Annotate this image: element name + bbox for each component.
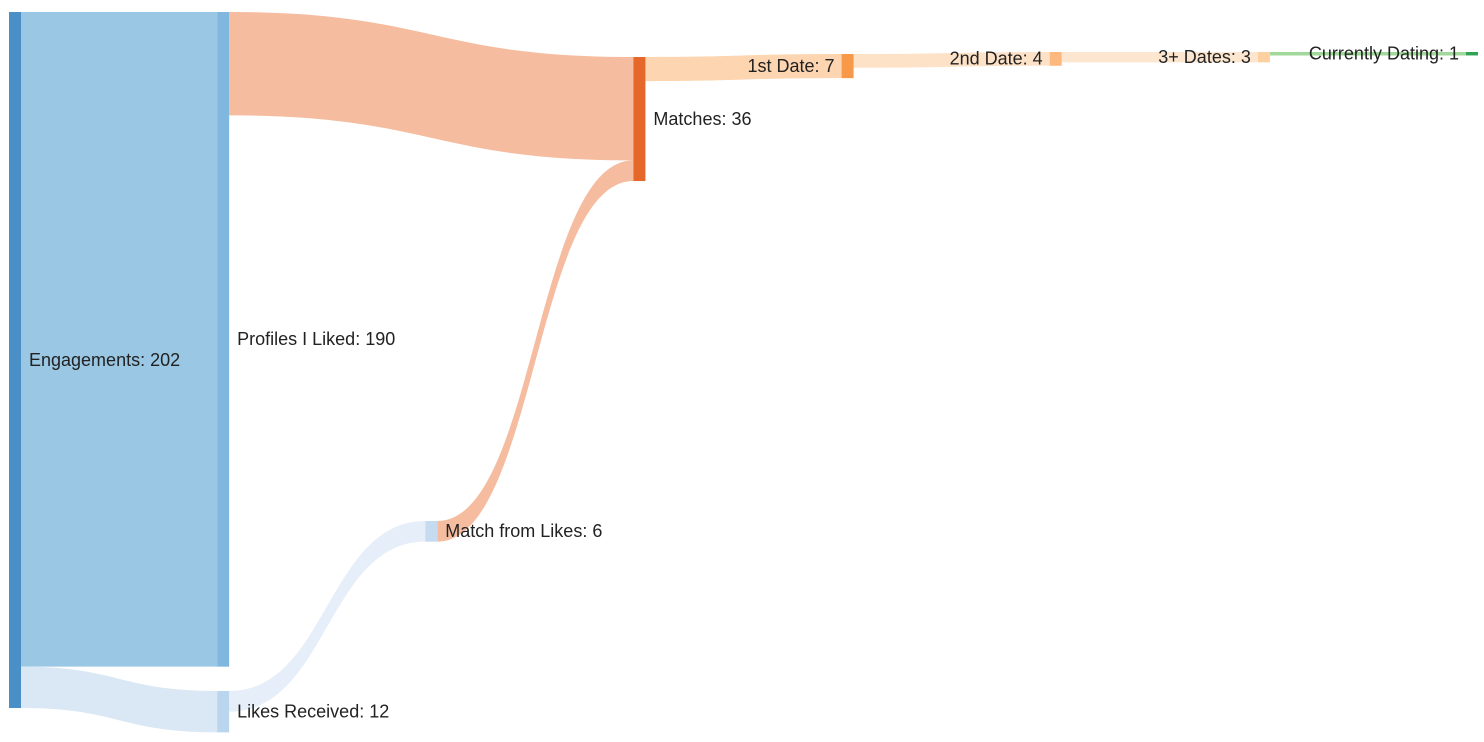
node [9,12,21,708]
node [1049,52,1062,66]
node-label: Match from Likes: 6 [445,521,602,541]
node [841,54,854,79]
node [217,691,230,733]
flow-link [229,12,634,161]
flow-link [645,54,842,82]
node-label: Engagements: 202 [29,350,180,370]
node-label: Currently Dating: 1 [1309,43,1459,63]
node-label: Profiles I Liked: 190 [237,329,395,349]
flow-link [21,666,218,733]
node-label: Likes Received: 12 [237,701,389,721]
flow-link [229,521,426,712]
node [1466,52,1478,56]
flow-link [437,160,634,542]
flow-link [21,12,218,667]
node [217,12,230,667]
node [425,521,438,542]
flow-link [1061,52,1258,63]
node-label: 2nd Date: 4 [950,49,1043,69]
flow-link [853,52,1050,68]
node [633,57,646,182]
flow-link [1269,52,1466,56]
node [1257,52,1270,63]
node-label: 1st Date: 7 [748,56,835,76]
node-label: Matches: 36 [653,109,751,129]
node-label: 3+ Dates: 3 [1158,47,1251,67]
